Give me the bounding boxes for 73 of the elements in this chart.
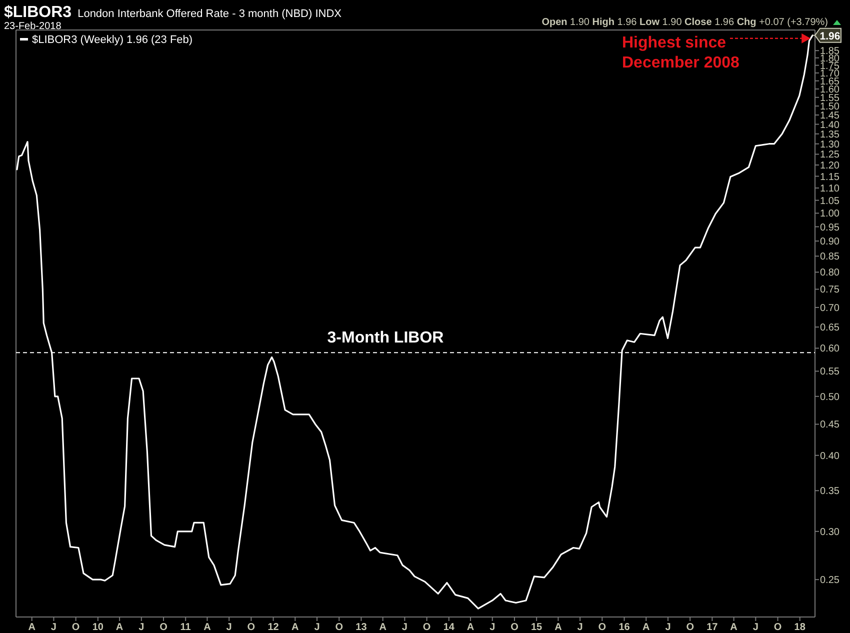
x-tick-label: A — [292, 622, 299, 633]
x-tick-label: O — [686, 622, 694, 633]
y-tick-label: 1.20 — [820, 160, 840, 172]
y-tick-label: 1.45 — [820, 110, 840, 122]
x-tick-label: A — [466, 622, 474, 633]
y-tick-label: 0.80 — [820, 268, 840, 279]
x-tick-label: 15 — [531, 622, 543, 633]
x-tick-label: 17 — [706, 622, 718, 633]
y-tick-label: 1.50 — [820, 102, 840, 113]
x-tick-label: A — [730, 622, 738, 633]
y-tick-label: 1.35 — [820, 129, 840, 140]
chart-subtitle: London Interbank Offered Rate - 3 month (NBD) INDX — [78, 8, 342, 20]
y-tick-label: 1.10 — [820, 184, 840, 195]
y-tick-label: 1.30 — [820, 139, 840, 150]
annotation: Highest since December 2008 — [622, 34, 740, 72]
x-tick-label: A — [379, 622, 386, 633]
x-tick-label: O — [72, 622, 80, 633]
x-tick-label: A — [642, 622, 650, 633]
y-tick-label: 0.75 — [820, 284, 840, 296]
x-tick-label: O — [774, 622, 782, 633]
chart-title: $LIBOR3 — [4, 4, 72, 21]
x-tick-label: O — [247, 622, 256, 633]
x-tick-label: J — [226, 622, 232, 633]
line-series — [16, 34, 814, 610]
y-tick-label: 1.00 — [820, 208, 840, 220]
y-tick-label: 1.40 — [820, 120, 840, 131]
y-tick-label: 0.35 — [820, 486, 840, 498]
y-tick-label: 0.30 — [820, 526, 840, 538]
x-tick-label: 14 — [443, 622, 455, 633]
x-tick-label: 13 — [356, 622, 368, 633]
x-tick-label: J — [50, 622, 56, 633]
y-tick-label: 0.40 — [820, 450, 840, 462]
y-tick-label: 0.90 — [820, 236, 840, 248]
legend-label: $LIBOR3 (Weekly) 1.96 (23 Feb) — [32, 34, 193, 46]
x-tick-label: J — [402, 622, 408, 633]
x-tick-label: A — [28, 622, 36, 633]
x-tick-label: 18 — [794, 622, 806, 633]
x-tick-label: J — [752, 622, 758, 633]
y-tick-label: 0.25 — [820, 575, 840, 586]
x-tick-label: J — [490, 622, 496, 633]
y-tick-label: 0.50 — [820, 392, 840, 403]
x-tick-label: 10 — [92, 622, 104, 633]
x-tick-label: J — [665, 622, 671, 633]
text: Open 1.90 High 1.96 Low 1.90 Close 1.96 Chg +0.07 (+3.79%) — [542, 17, 828, 28]
x-tick-label: 11 — [180, 622, 192, 633]
annotation: 1.96 — [820, 30, 840, 42]
y-tick-label: 1.25 — [820, 150, 840, 161]
annotation: 23-Feb-2018 — [4, 21, 62, 32]
y-tick-label: 1.55 — [820, 92, 840, 104]
y-tick-label: 1.60 — [820, 84, 840, 96]
y-tick-label: 0.60 — [820, 344, 840, 355]
x-tick-label: J — [577, 622, 583, 633]
y-tick-label: 0.55 — [820, 366, 840, 378]
y-tick-label: 0.95 — [820, 222, 840, 234]
ref-line-label: 3-Month LIBOR — [327, 330, 444, 347]
x-tick-label: O — [422, 622, 431, 633]
x-tick-label: O — [598, 622, 606, 633]
x-tick-label: O — [510, 622, 519, 633]
x-tick-label: 12 — [268, 622, 280, 633]
y-tick-label: 1.05 — [820, 196, 840, 207]
y-tick-label: 0.65 — [820, 322, 840, 334]
x-tick-label: A — [116, 622, 124, 633]
y-tick-label: 0.85 — [820, 252, 840, 263]
x-tick-label: 16 — [618, 622, 630, 633]
x-tick-label: O — [160, 622, 168, 633]
x-tick-label: J — [138, 622, 144, 633]
x-tick-label: A — [204, 622, 211, 633]
y-tick-label: 1.15 — [820, 172, 840, 183]
x-tick-label: O — [335, 622, 344, 633]
y-tick-label: 0.70 — [820, 302, 840, 314]
y-tick-label: 0.45 — [820, 420, 840, 431]
x-tick-label: J — [314, 622, 320, 633]
x-tick-label: A — [554, 622, 562, 633]
